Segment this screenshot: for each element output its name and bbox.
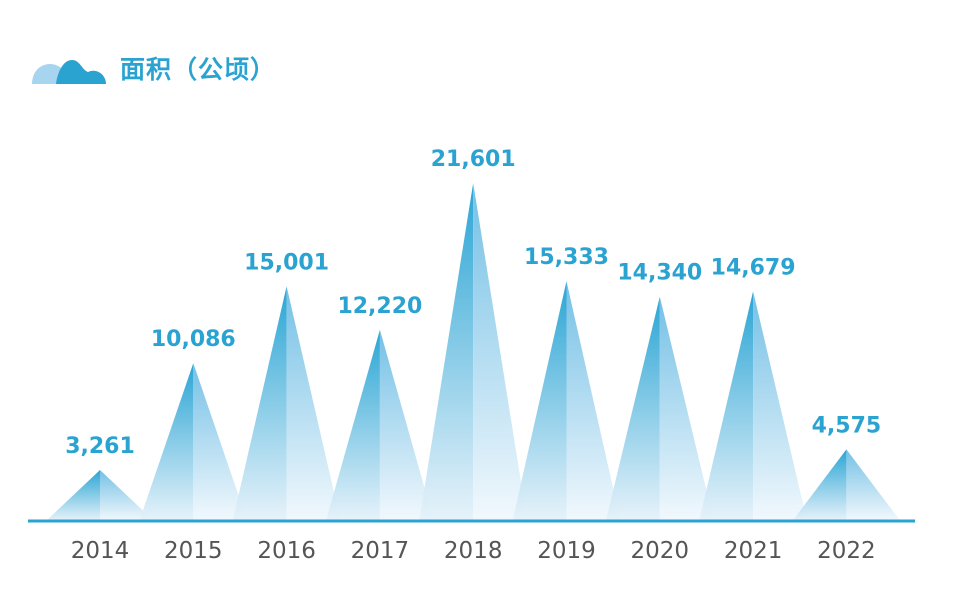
peak-2017-right	[379, 329, 434, 521]
x-tick-label-2017: 2017	[351, 538, 410, 564]
peak-2014-right	[100, 469, 154, 521]
peak-2020-right	[659, 296, 714, 521]
value-label-2021: 14,679	[711, 255, 796, 280]
peak-2019-left	[512, 281, 567, 521]
chart-header: 面积（公顷）	[30, 48, 276, 88]
x-tick-label-2016: 2016	[257, 538, 316, 564]
x-tick-label-2019: 2019	[537, 538, 596, 564]
x-tick-label-2021: 2021	[724, 538, 783, 564]
peak-2015-right	[193, 363, 248, 521]
peak-2018-right	[473, 183, 528, 521]
x-tick-label-2018: 2018	[444, 538, 503, 564]
x-tick-label-2014: 2014	[71, 538, 130, 564]
hills-icon	[32, 60, 106, 84]
peak-2022-right	[846, 449, 901, 521]
peak-2019-right	[566, 281, 621, 521]
peak-2017-left	[325, 329, 380, 521]
peak-2016-left	[232, 286, 287, 521]
peak-2018-left	[419, 183, 474, 521]
value-label-2015: 10,086	[151, 327, 236, 352]
peak-2016-right	[286, 286, 341, 521]
value-label-2022: 4,575	[812, 413, 882, 438]
value-label-2017: 12,220	[337, 294, 422, 319]
peaks-group	[46, 183, 901, 521]
value-label-2014: 3,261	[65, 434, 135, 459]
labels-group: 3,261 2014 10,086 2015 15,001 2016 12,220 2017 2…	[65, 147, 881, 564]
value-label-2020: 14,340	[617, 261, 702, 286]
x-tick-label-2020: 2020	[631, 538, 690, 564]
value-label-2019: 15,333	[524, 245, 609, 270]
peak-2014-left	[46, 469, 100, 521]
peak-2020-left	[605, 296, 660, 521]
value-label-2018: 21,601	[431, 147, 516, 172]
peak-2021-right	[753, 291, 808, 521]
peak-2022-left	[792, 449, 847, 521]
x-tick-label-2022: 2022	[817, 538, 876, 564]
peak-2015-left	[139, 363, 194, 521]
chart-title: 面积（公顷）	[120, 55, 277, 84]
peak-2021-left	[699, 291, 754, 521]
x-tick-label-2015: 2015	[164, 538, 223, 564]
value-label-2016: 15,001	[244, 250, 329, 275]
